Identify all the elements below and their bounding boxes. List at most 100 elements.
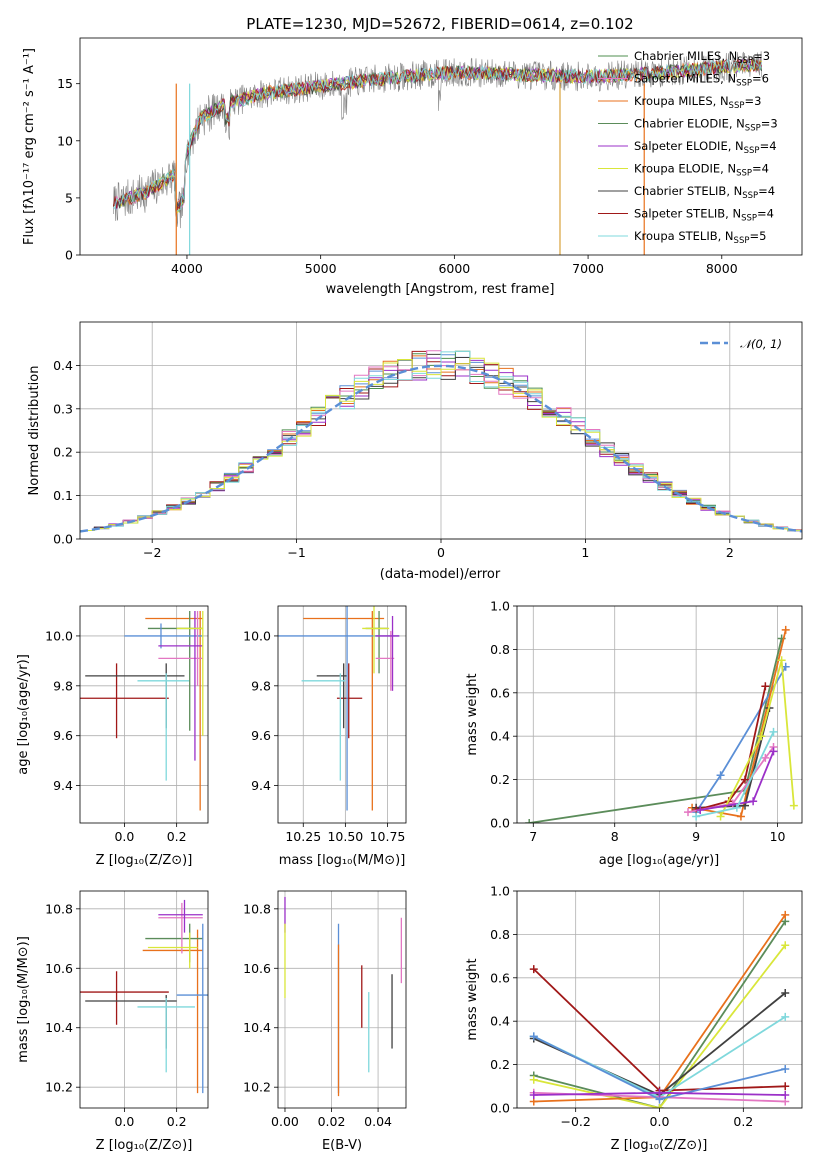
weight-metallicity-series-marker bbox=[781, 1012, 790, 1021]
x-tick-label: 0.2 bbox=[733, 1114, 753, 1129]
x-axis-label: age [log₁₀(age/yr)] bbox=[599, 853, 720, 868]
weight-metallicity-series-line bbox=[533, 944, 786, 1108]
weight-age-series-line bbox=[719, 660, 795, 817]
weight-age-series-marker bbox=[716, 771, 725, 780]
x-tick-label: 6000 bbox=[438, 261, 470, 276]
legend-label-value: =4 bbox=[752, 162, 769, 176]
weight-age-series-marker bbox=[769, 727, 778, 736]
plot-area bbox=[80, 899, 208, 1094]
y-tick-label: 10.8 bbox=[45, 901, 73, 916]
age-vs-mass-panel: 10.25 10.50 10.75 9.4 9.6 9.8 10.0 mass [log₁₀(… bbox=[243, 605, 407, 868]
y-tick-label: 0.1 bbox=[53, 488, 73, 503]
weight-metallicity-series-marker bbox=[529, 1090, 538, 1099]
legend-label-subscript: SSP bbox=[744, 146, 760, 156]
figure-title: PLATE=1230, MJD=52672, FIBERID=0614, z=0… bbox=[246, 15, 633, 33]
y-tick-label: 5 bbox=[65, 190, 73, 205]
weight-age-series-marker bbox=[692, 812, 701, 821]
x-tick-label: −0.2 bbox=[560, 1114, 590, 1129]
legend-label-subscript: SSP bbox=[736, 169, 752, 179]
y-tick-label: 10.0 bbox=[243, 628, 271, 643]
weight-age-series-marker bbox=[781, 625, 790, 634]
legend-label-text: Chabrier STELIB, N bbox=[634, 184, 742, 198]
y-tick-label: 9.8 bbox=[53, 678, 73, 693]
y-tick-label: 10.0 bbox=[45, 628, 73, 643]
x-tick-label: 1 bbox=[581, 545, 589, 560]
weight-vs-age-panel: 7 8 9 10 0.0 0.2 0.4 0.6 0.8 1.0 age [log₁₀(age/yr… bbox=[465, 599, 803, 868]
mass-vs-extinction-panel: 0.00 0.02 0.04 10.2 10.4 10.6 10.8 E(B-V) bbox=[243, 890, 407, 1153]
x-axis-label: E(B-V) bbox=[322, 1138, 362, 1153]
weight-metallicity-series-marker bbox=[529, 1075, 538, 1084]
y-tick-label: 15 bbox=[57, 76, 73, 91]
y-tick-label: 10 bbox=[57, 133, 73, 148]
plot-area bbox=[80, 610, 204, 811]
legend-label-text: Salpeter ELODIE, N bbox=[634, 139, 744, 153]
x-tick-label: 7000 bbox=[572, 261, 604, 276]
legend-label-value: =5 bbox=[749, 229, 766, 243]
x-axis-label: mass [log₁₀(M/M⊙)] bbox=[279, 853, 406, 868]
y-tick-label: 10.6 bbox=[243, 961, 271, 976]
x-tick-label: 10.50 bbox=[327, 829, 363, 844]
weight-age-series-line bbox=[700, 751, 775, 811]
x-tick-label: 5000 bbox=[305, 261, 337, 276]
x-tick-label: −1 bbox=[287, 545, 305, 560]
y-axis-label: age [log₁₀(age/yr)] bbox=[16, 654, 31, 775]
axes-frame bbox=[277, 890, 407, 1109]
axes-frame bbox=[79, 37, 803, 256]
y-tick-label: 0.6 bbox=[490, 685, 510, 700]
y-tick-label: 10.6 bbox=[45, 961, 73, 976]
weight-age-series-marker bbox=[716, 812, 725, 821]
y-axis-label: mass weight bbox=[465, 673, 480, 755]
legend-label: Salpeter STELIB, NSSP=4 bbox=[634, 207, 774, 224]
weight-age-series-marker bbox=[741, 775, 749, 784]
legend-label-subscript: SSP bbox=[737, 56, 753, 66]
y-tick-label: 0.6 bbox=[490, 970, 510, 985]
residuals-panel: −2 −1 0 1 2 0.0 0.1 0.2 0.3 0.4 (data-model)/error… bbox=[27, 321, 803, 582]
weight-metallicity-series-marker bbox=[781, 988, 790, 997]
x-tick-label: 0.0 bbox=[114, 1114, 134, 1129]
legend-label: Kroupa ELODIE, NSSP=4 bbox=[634, 162, 769, 179]
residual-histogram-line bbox=[80, 357, 802, 531]
y-tick-label: 0.0 bbox=[490, 1101, 510, 1116]
y-tick-label: 0.8 bbox=[490, 642, 510, 657]
y-tick-label: 9.6 bbox=[53, 728, 73, 743]
x-tick-label: 0.0 bbox=[114, 829, 134, 844]
y-tick-label: 9.8 bbox=[251, 678, 271, 693]
plot-area bbox=[80, 350, 802, 533]
weight-age-series-marker bbox=[769, 747, 778, 756]
y-tick-label: 10.2 bbox=[243, 1080, 271, 1095]
legend-label-value: =3 bbox=[753, 49, 770, 63]
x-tick-label: 10.75 bbox=[370, 829, 406, 844]
y-tick-label: 0 bbox=[65, 248, 73, 263]
axes-frame bbox=[516, 605, 803, 824]
x-tick-label: 10.25 bbox=[285, 829, 321, 844]
y-tick-label: 0.4 bbox=[490, 729, 510, 744]
plot-area bbox=[278, 606, 400, 811]
x-tick-label: 7 bbox=[529, 829, 537, 844]
x-tick-label: 0.02 bbox=[318, 1114, 346, 1129]
x-tick-label: 0.2 bbox=[167, 1114, 187, 1129]
weight-age-series-marker bbox=[761, 682, 770, 691]
weight-metallicity-series-marker bbox=[655, 1104, 664, 1108]
weight-metallicity-series-marker bbox=[655, 1088, 664, 1097]
y-tick-label: 10.4 bbox=[45, 1020, 73, 1035]
x-tick-label: 0.00 bbox=[271, 1114, 299, 1129]
plot-area bbox=[284, 896, 402, 1097]
legend-label-value: =4 bbox=[760, 139, 777, 153]
legend-label-value: =4 bbox=[757, 207, 774, 221]
legend-label-subscript: SSP bbox=[736, 79, 752, 89]
legend-label-subscript: SSP bbox=[729, 101, 745, 111]
legend-label-text: Chabrier ELODIE, N bbox=[634, 117, 745, 131]
legend-label-value: =3 bbox=[761, 117, 778, 131]
axes-frame bbox=[79, 605, 209, 824]
legend-label-subscript: SSP bbox=[742, 191, 758, 201]
weight-metallicity-series-marker bbox=[781, 1082, 790, 1091]
weight-metallicity-series-marker bbox=[781, 1064, 790, 1073]
plot-area bbox=[112, 51, 763, 255]
legend-label-subscript: SSP bbox=[734, 236, 750, 246]
x-tick-label: 0.04 bbox=[364, 1114, 392, 1129]
y-tick-label: 0.8 bbox=[490, 927, 510, 942]
legend-label-text: Kroupa STELIB, N bbox=[634, 229, 734, 243]
weight-metallicity-series-marker bbox=[529, 1032, 538, 1041]
model-spectrum-line bbox=[112, 57, 762, 217]
y-tick-label: 10.4 bbox=[243, 1020, 271, 1035]
